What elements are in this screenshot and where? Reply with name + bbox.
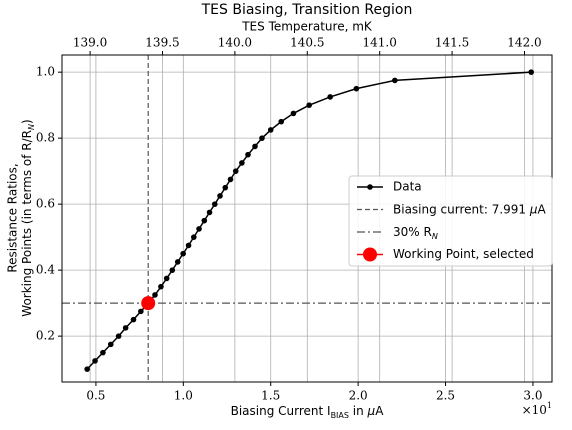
data-point bbox=[206, 209, 213, 216]
x2-tick-label: 141.5 bbox=[435, 36, 469, 50]
text-part: Biasing current: 7.991 bbox=[393, 202, 530, 216]
x2-tick-label: 139.5 bbox=[145, 36, 179, 50]
y-axis-label: Resistance Ratios, Working Points (in ter… bbox=[6, 119, 37, 316]
x2-tick-label: 140.0 bbox=[218, 36, 252, 50]
data-point bbox=[227, 176, 234, 183]
data-point bbox=[239, 160, 245, 166]
x-tick-label: 2.5 bbox=[436, 389, 455, 403]
data-point bbox=[211, 201, 218, 207]
y-tick-label: 0.6 bbox=[36, 197, 55, 211]
data-point bbox=[84, 366, 90, 372]
legend-box bbox=[348, 175, 553, 267]
data-point bbox=[267, 127, 274, 133]
text-part: μ bbox=[529, 202, 538, 216]
data-point bbox=[180, 250, 186, 257]
data-point bbox=[174, 259, 181, 265]
data-point bbox=[392, 77, 398, 84]
data-point bbox=[163, 275, 170, 282]
text-part: 1 bbox=[547, 401, 552, 410]
x2-axis-label: TES Temperature, mK bbox=[241, 20, 373, 34]
data-point bbox=[158, 283, 164, 290]
y-tick-label: 0.8 bbox=[36, 131, 55, 145]
text-part: ) bbox=[20, 119, 34, 124]
data-point bbox=[201, 217, 208, 224]
data-point bbox=[130, 316, 137, 323]
data-point bbox=[278, 118, 285, 125]
x2-tick-label: 142.0 bbox=[507, 36, 541, 50]
data-point bbox=[122, 325, 129, 331]
text-part: 30% R bbox=[393, 225, 432, 239]
text-part: BIAS bbox=[331, 411, 349, 420]
x2-tick-label: 139.0 bbox=[73, 36, 107, 50]
legend-label: 30% RN bbox=[393, 225, 438, 242]
data-point bbox=[92, 358, 98, 364]
x2-tick-label: 141.0 bbox=[363, 36, 397, 50]
text-part: Biasing Current I bbox=[231, 404, 331, 418]
x-tick-label: 1.5 bbox=[261, 389, 280, 403]
y-tick-label: 0.4 bbox=[36, 263, 55, 277]
chart-title: TES Biasing, Transition Region bbox=[201, 2, 413, 18]
x-tick-label: 2.0 bbox=[349, 389, 368, 403]
data-point bbox=[138, 308, 144, 315]
text-part: μ bbox=[367, 404, 376, 418]
data-point bbox=[232, 168, 239, 174]
legend-swatch bbox=[363, 247, 377, 262]
data-point bbox=[259, 135, 265, 141]
x-tick-label: 0.5 bbox=[86, 389, 105, 403]
x-offset-text: ×101 bbox=[522, 401, 552, 417]
text-part: ×10 bbox=[522, 403, 547, 417]
data-point bbox=[327, 94, 333, 100]
data-point bbox=[528, 69, 534, 75]
text-part: N bbox=[432, 232, 438, 241]
legend-label: Data bbox=[393, 180, 422, 194]
data-point bbox=[306, 102, 312, 108]
data-point bbox=[290, 110, 297, 117]
y-axis-label-line: Resistance Ratios, bbox=[6, 163, 20, 272]
text-part: A bbox=[375, 404, 384, 418]
data-point bbox=[152, 292, 158, 298]
data-point bbox=[196, 226, 202, 232]
text-part: N bbox=[27, 124, 36, 130]
y-tick-label: 1.0 bbox=[36, 65, 55, 79]
data-point bbox=[252, 143, 258, 150]
data-point bbox=[100, 349, 106, 356]
data-point bbox=[245, 151, 251, 158]
y-tick-label: 0.2 bbox=[36, 329, 55, 343]
working-point bbox=[141, 296, 156, 311]
x-tick-label: 3.0 bbox=[523, 389, 542, 403]
data-point bbox=[115, 333, 122, 339]
text-part: Working Points (in terms of R/R bbox=[20, 130, 34, 317]
text-part: A bbox=[538, 202, 547, 216]
legend-swatch bbox=[367, 184, 373, 190]
data-point bbox=[353, 85, 360, 92]
data-point bbox=[217, 193, 223, 199]
data-point bbox=[185, 242, 192, 249]
data-point bbox=[222, 184, 229, 191]
data-point bbox=[169, 267, 176, 273]
x-tick-label: 1.0 bbox=[174, 389, 193, 403]
y-axis-label-line: Working Points (in terms of R/RN) bbox=[20, 119, 37, 316]
data-point bbox=[191, 234, 197, 240]
x2-tick-label: 140.5 bbox=[290, 36, 324, 50]
legend-label: Working Point, selected bbox=[393, 247, 534, 261]
data-point bbox=[107, 341, 114, 348]
legend-label: Biasing current: 7.991 μA bbox=[393, 202, 547, 216]
text-part: in bbox=[349, 404, 368, 418]
x-axis-label: Biasing Current IBIAS in μA bbox=[231, 404, 385, 421]
